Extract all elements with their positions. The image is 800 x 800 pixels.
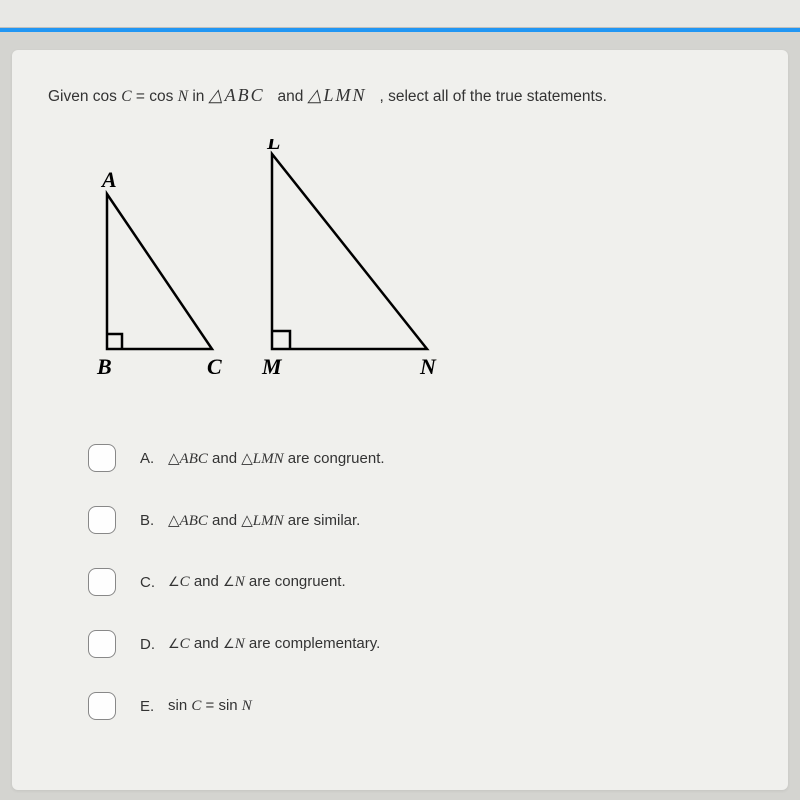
option-text: ∠C and ∠N are complementary. [168,635,380,653]
option-text: ∠C and ∠N are congruent. [168,573,346,591]
option-row: A.△ABC and △LMN are congruent. [88,444,752,472]
q-var-n: N [178,88,188,105]
q-prefix: Given cos [48,88,117,105]
option-row: B.△ABC and △LMN are similar. [88,506,752,534]
options-list: A.△ABC and △LMN are congruent.B.△ABC and… [88,444,752,720]
question-card: Given cos C = cos N in △ABC and △LMN , s… [12,50,788,790]
option-text: △ABC and △LMN are congruent. [168,449,385,468]
option-letter: A. [140,450,168,467]
question-prompt: Given cos C = cos N in △ABC and △LMN , s… [48,82,752,109]
svg-text:M: M [261,354,283,379]
option-checkbox-a[interactable] [88,444,116,472]
option-checkbox-d[interactable] [88,630,116,658]
option-letter: D. [140,636,168,653]
option-row: C.∠C and ∠N are congruent. [88,568,752,596]
svg-text:N: N [419,354,437,379]
svg-text:A: A [100,167,117,192]
option-letter: B. [140,512,168,529]
q-eq: = cos [136,88,173,105]
option-row: E.sin C = sin N [88,692,752,720]
q-tri-lmn: △LMN [308,85,367,105]
option-row: D.∠C and ∠N are complementary. [88,630,752,658]
option-checkbox-e[interactable] [88,692,116,720]
option-checkbox-b[interactable] [88,506,116,534]
option-letter: E. [140,698,168,715]
browser-top-bar [0,0,800,28]
q-var-c: C [121,88,131,105]
triangles-svg: A B C L M N [62,139,462,399]
option-text: △ABC and △LMN are similar. [168,511,360,530]
svg-text:L: L [266,139,280,154]
option-checkbox-c[interactable] [88,568,116,596]
svg-text:C: C [207,354,222,379]
option-letter: C. [140,574,168,591]
svg-text:B: B [96,354,112,379]
q-suffix: , select all of the true statements. [379,88,606,105]
q-in: in [192,88,204,105]
accent-divider [0,28,800,32]
triangle-diagram: A B C L M N [62,139,752,404]
q-tri-abc: △ABC [209,85,265,105]
option-text: sin C = sin N [168,697,252,715]
q-and: and [278,88,304,105]
